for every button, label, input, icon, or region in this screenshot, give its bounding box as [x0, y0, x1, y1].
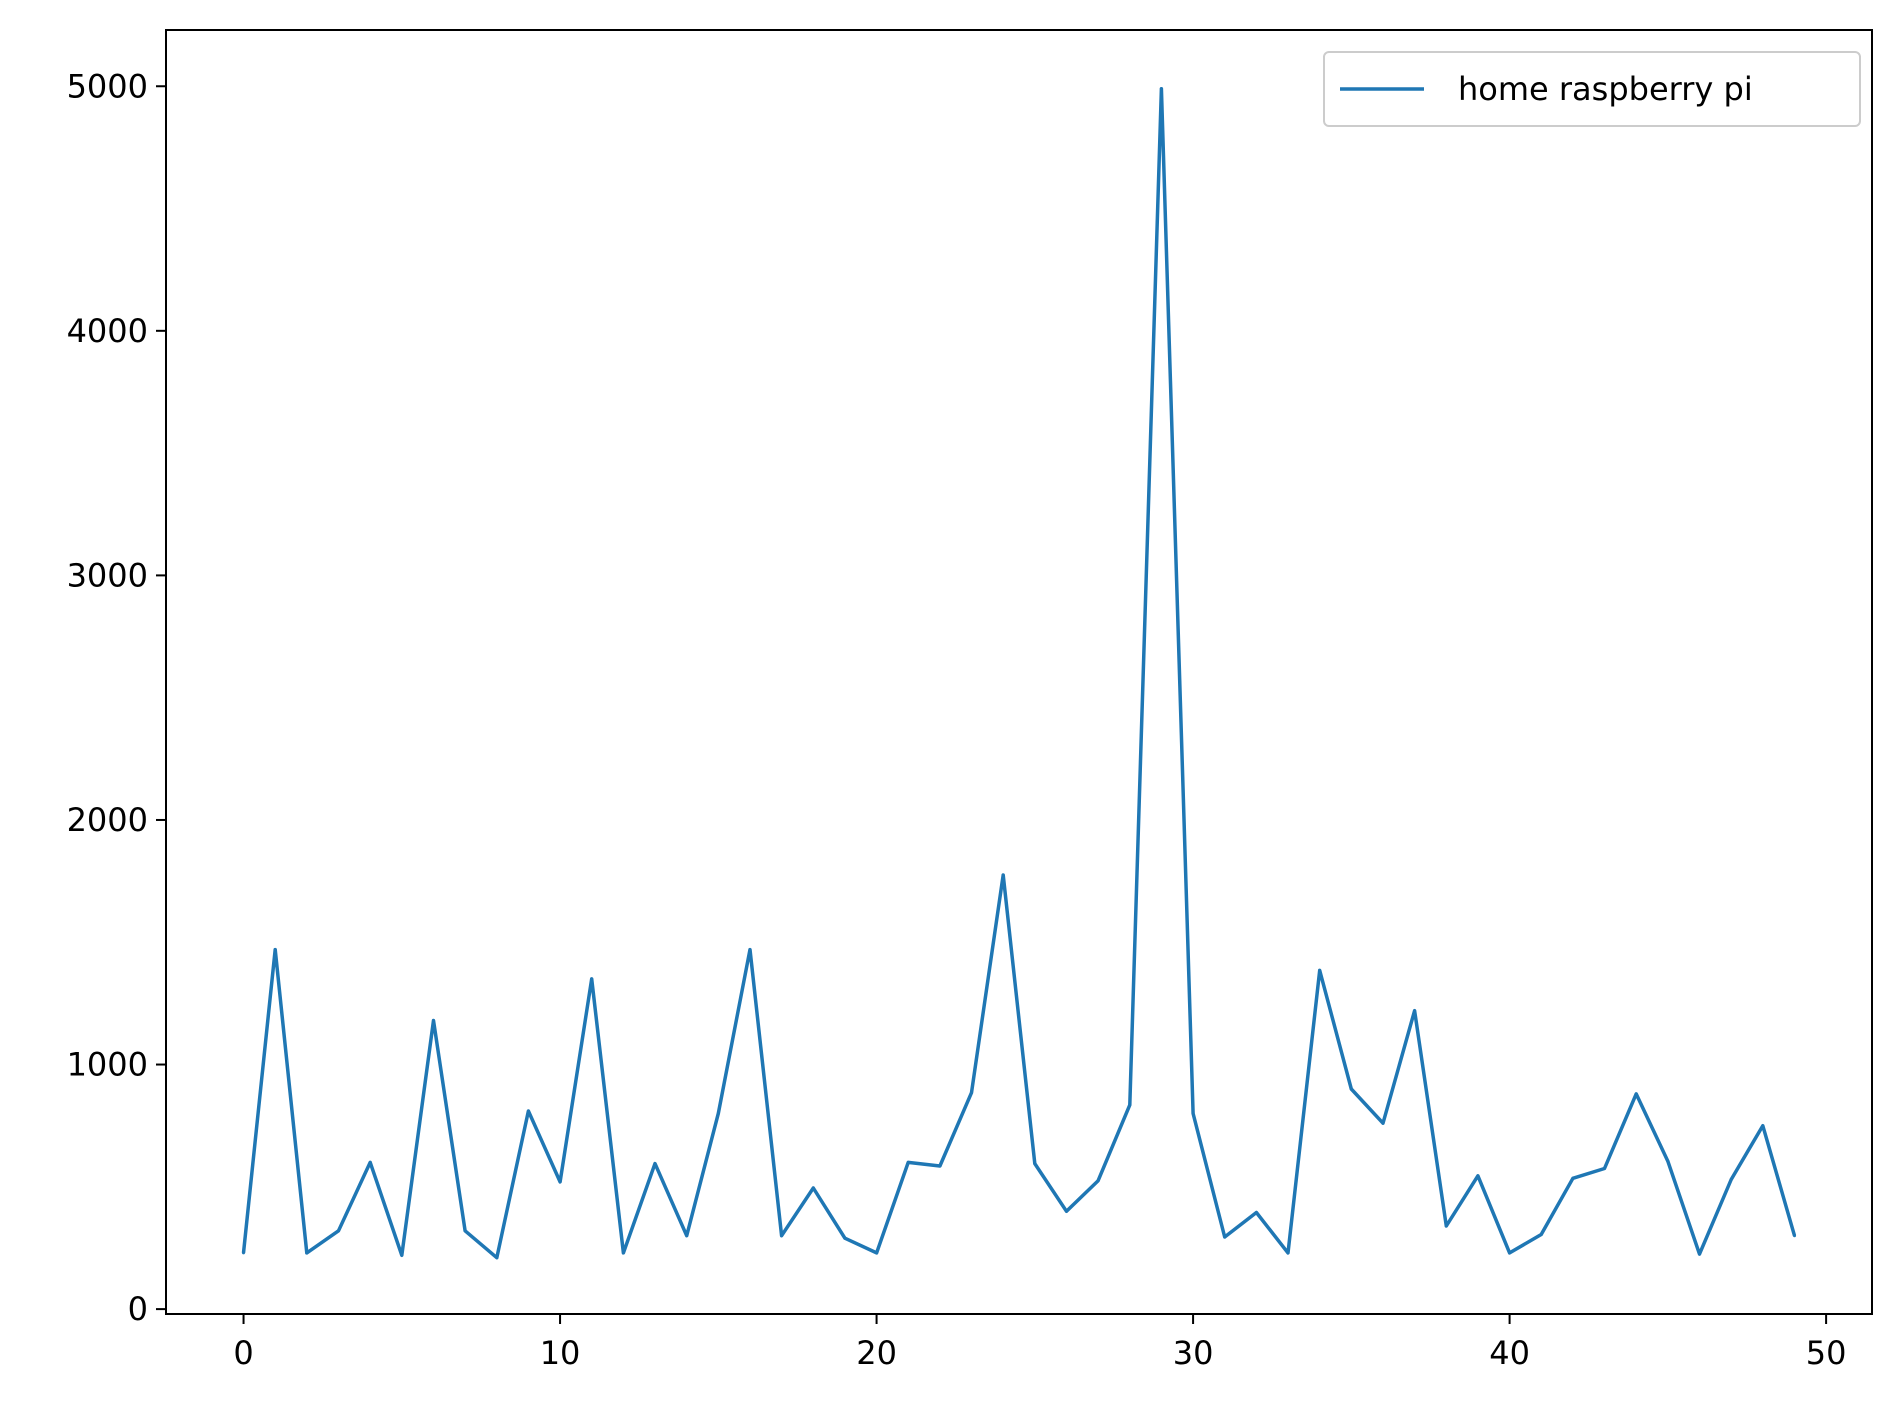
data-point — [716, 1112, 720, 1115]
legend-box — [1323, 51, 1861, 127]
data-point — [1571, 1176, 1575, 1180]
data-point — [1666, 1159, 1670, 1163]
legend-label: home raspberry pi — [1458, 70, 1753, 108]
y-tick-label: 4000 — [67, 312, 148, 350]
data-point — [242, 1251, 245, 1255]
data-point — [1128, 1103, 1132, 1107]
data-point — [1223, 1235, 1227, 1239]
data-point — [1065, 1209, 1068, 1213]
data-point — [843, 1236, 847, 1240]
x-tick-label: 40 — [1489, 1334, 1530, 1372]
data-point — [780, 1234, 784, 1238]
data-point — [1444, 1224, 1448, 1228]
data-point — [1698, 1252, 1701, 1256]
data-point — [621, 1251, 625, 1255]
ticks-layer: 0 10 20 30 40 50 0 1000 2000 3000 4000 5000 — [67, 67, 1847, 1372]
plot-frame — [165, 29, 1873, 1315]
data-point — [1508, 1251, 1512, 1255]
data-point — [1476, 1174, 1480, 1178]
data-point — [653, 1162, 657, 1166]
data-point — [1539, 1233, 1543, 1236]
data-point — [526, 1109, 530, 1113]
x-tick-label: 50 — [1806, 1334, 1847, 1372]
data-point — [1793, 1234, 1796, 1238]
data-point — [400, 1253, 404, 1257]
data-point — [1349, 1087, 1353, 1091]
data-point — [938, 1164, 942, 1168]
data-point — [432, 1019, 435, 1022]
x-tick-label: 30 — [1173, 1334, 1214, 1372]
data-point — [495, 1256, 499, 1260]
data-point — [273, 948, 277, 952]
y-tick-label: 0 — [128, 1290, 148, 1328]
data-point — [305, 1251, 309, 1255]
data-point — [906, 1160, 910, 1164]
y-tick-label: 2000 — [67, 801, 148, 839]
x-tick-label: 10 — [540, 1334, 581, 1372]
data-point — [1096, 1179, 1100, 1183]
data-point — [685, 1234, 689, 1238]
data-point — [1033, 1162, 1037, 1166]
data-point — [1729, 1178, 1733, 1181]
data-point — [811, 1186, 815, 1190]
y-tick-label: 5000 — [67, 67, 148, 105]
data-point — [1318, 968, 1322, 972]
data-point — [1254, 1211, 1258, 1214]
data-point — [1286, 1251, 1290, 1255]
data-point — [1381, 1121, 1385, 1125]
data-point — [368, 1160, 372, 1164]
data-point — [1761, 1124, 1765, 1128]
series-layer — [241, 86, 1797, 1260]
y-tick-label: 3000 — [67, 556, 148, 594]
x-tick-label: 20 — [856, 1334, 897, 1372]
data-point — [1001, 873, 1005, 877]
data-point — [970, 1091, 973, 1095]
y-tick-label: 1000 — [67, 1046, 148, 1084]
data-point — [558, 1180, 562, 1184]
data-point — [1603, 1167, 1606, 1170]
data-point — [463, 1229, 467, 1233]
data-point — [337, 1229, 340, 1233]
legend: home raspberry pi — [1323, 51, 1861, 127]
data-point — [748, 948, 752, 952]
data-point — [1634, 1092, 1638, 1096]
data-point — [590, 977, 594, 981]
x-tick-label: 0 — [233, 1334, 253, 1372]
data-point — [875, 1251, 879, 1255]
data-point — [1191, 1112, 1195, 1115]
data-point — [1413, 1009, 1417, 1013]
series-line — [241, 86, 1797, 1260]
data-point — [1159, 87, 1163, 91]
